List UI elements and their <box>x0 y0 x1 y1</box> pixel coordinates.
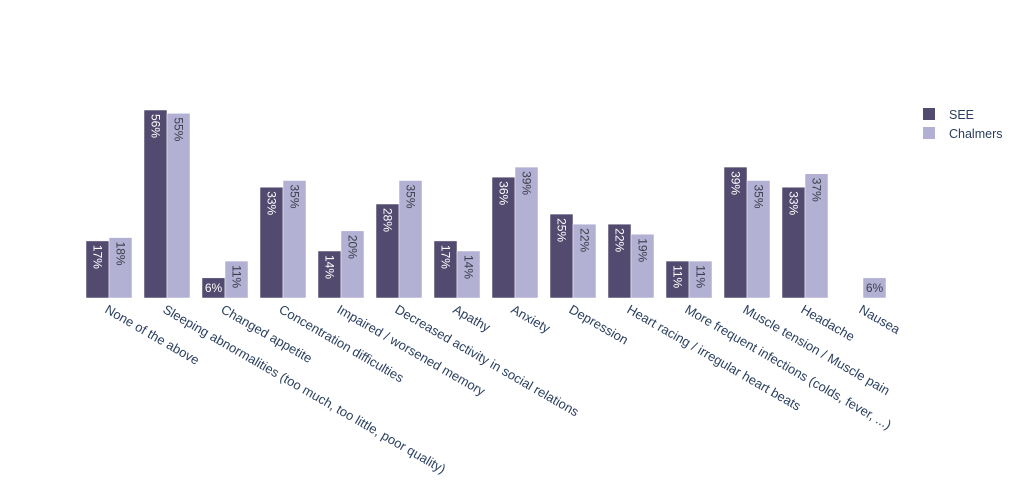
bar-chalmers-8[interactable] <box>572 223 597 299</box>
value-label-see-8: 25% <box>555 218 569 242</box>
value-label-see-4: 14% <box>323 255 337 279</box>
legend-label-chalmers: Chalmers <box>949 127 1003 141</box>
value-label-chalmers-0: 18% <box>114 242 128 266</box>
value-label-chalmers-1: 55% <box>172 117 186 141</box>
bar-chalmers-3[interactable] <box>282 180 307 299</box>
value-label-chalmers-7: 39% <box>520 171 534 195</box>
bars-layer: 17% 18% 56% 55% 6% 11% 33% 35% 14% 20% 28% 35% 17% 14… <box>85 109 887 299</box>
x-tick-label-6: Apathy <box>451 302 494 335</box>
value-label-chalmers-8: 22% <box>578 228 592 252</box>
value-label-see-11: 39% <box>729 171 743 195</box>
value-label-see-5: 28% <box>381 208 395 232</box>
bar-chalmers-1[interactable] <box>166 113 191 299</box>
bar-chalmers-11[interactable] <box>746 180 771 299</box>
value-label-see-7: 36% <box>497 181 511 205</box>
legend-swatch-chalmers <box>923 127 935 139</box>
value-label-see-1: 56% <box>149 114 163 138</box>
bar-chalmers-7[interactable] <box>514 166 539 299</box>
bar-chalmers-12[interactable] <box>804 173 829 299</box>
legend-item-chalmers[interactable]: Chalmers <box>923 127 1003 141</box>
value-label-chalmers-10: 11% <box>694 265 708 288</box>
bar-chalmers-10[interactable] <box>688 260 713 299</box>
value-label-see-0: 17% <box>91 245 105 269</box>
x-tick-label-8: Depression <box>567 302 631 348</box>
bar-chalmers-5[interactable] <box>398 180 423 299</box>
legend[interactable]: SEE Chalmers <box>923 108 1003 141</box>
bar-chalmers-2[interactable] <box>224 260 249 299</box>
x-tick-label-13: Nausea <box>857 302 904 338</box>
value-label-chalmers-3: 35% <box>288 185 302 209</box>
bar-chalmers-0[interactable] <box>108 237 133 299</box>
bar-chalmers-9[interactable] <box>630 233 655 299</box>
value-label-chalmers-4: 20% <box>346 235 360 259</box>
x-tick-label-7: Anxiety <box>509 302 554 337</box>
legend-label-see: SEE <box>949 108 974 122</box>
value-label-see-2: 6% <box>205 281 223 295</box>
value-label-chalmers-11: 35% <box>752 185 766 209</box>
value-label-see-6: 17% <box>439 245 453 269</box>
value-label-see-12: 33% <box>787 191 801 215</box>
value-label-chalmers-2: 11% <box>230 265 244 288</box>
value-label-see-3: 33% <box>265 191 279 215</box>
value-label-chalmers-5: 35% <box>404 185 418 209</box>
bar-see-1[interactable] <box>143 109 168 299</box>
legend-swatch-see <box>923 108 935 120</box>
legend-item-see[interactable]: SEE <box>923 108 974 122</box>
bar-chalmers-6[interactable] <box>456 250 481 299</box>
value-label-see-9: 22% <box>613 228 627 252</box>
value-label-see-10: 11% <box>671 265 685 288</box>
bar-chalmers-4[interactable] <box>340 230 365 299</box>
value-label-chalmers-13: 6% <box>866 281 884 295</box>
value-label-chalmers-12: 37% <box>810 178 824 202</box>
value-label-chalmers-6: 14% <box>462 255 476 279</box>
bar-chalmers-13[interactable] <box>862 277 887 299</box>
value-label-chalmers-9: 19% <box>636 238 650 262</box>
